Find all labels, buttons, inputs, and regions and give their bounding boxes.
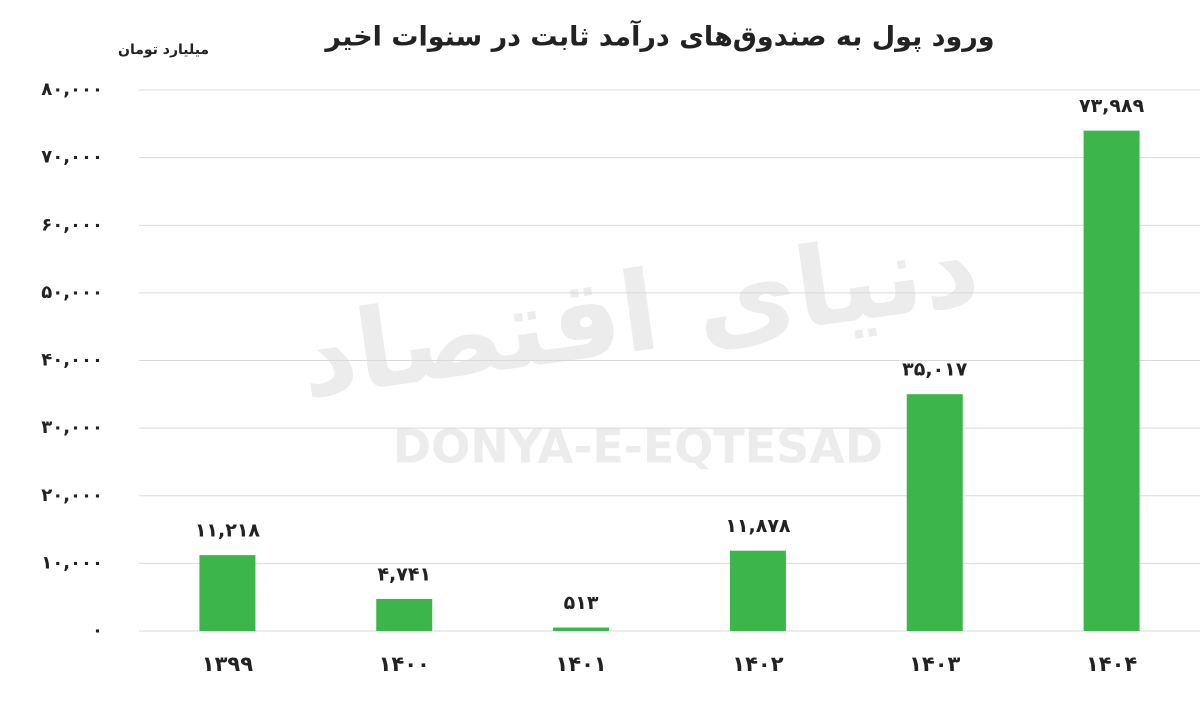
bar bbox=[906, 394, 963, 631]
x-tick-label: ۱۴۰۱ bbox=[555, 652, 606, 676]
y-axis-label: میلیارد تومان bbox=[118, 42, 209, 58]
y-tick-label: ۳۰,۰۰۰ bbox=[41, 417, 103, 438]
bar bbox=[199, 555, 256, 631]
x-tick-label: ۱۴۰۰ bbox=[379, 652, 430, 676]
y-tick-label: ۷۰,۰۰۰ bbox=[41, 147, 103, 168]
y-tick-label: ۲۰,۰۰۰ bbox=[41, 485, 103, 506]
value-label: ۷۳,۹۸۹ bbox=[1079, 95, 1145, 117]
x-tick-label: ۱۴۰۲ bbox=[732, 652, 783, 676]
value-label: ۳۵,۰۱۷ bbox=[902, 359, 968, 381]
bar bbox=[553, 627, 610, 631]
watermark: DONYA-E-EQTESAD bbox=[393, 420, 883, 474]
x-tick-label: ۱۴۰۳ bbox=[909, 652, 960, 676]
y-tick-label: ۸۰,۰۰۰ bbox=[41, 79, 103, 100]
bar bbox=[376, 598, 433, 631]
y-tick-label: ۶۰,۰۰۰ bbox=[41, 214, 103, 235]
y-tick-label: ۴۰,۰۰۰ bbox=[41, 350, 103, 371]
value-label: ۱۱,۸۷۸ bbox=[725, 515, 791, 537]
y-tick-label: ۰ bbox=[92, 620, 103, 641]
x-tick-label: ۱۳۹۹ bbox=[202, 652, 253, 676]
bar bbox=[729, 550, 786, 631]
chart-title: ورود پول به صندوق‌های درآمد ثابت در سنوا… bbox=[323, 20, 994, 53]
y-tick-label: ۵۰,۰۰۰ bbox=[41, 282, 103, 303]
bar bbox=[1083, 130, 1140, 631]
value-label: ۵۱۳ bbox=[564, 592, 599, 614]
value-label: ۴,۷۴۱ bbox=[377, 563, 431, 585]
x-tick-label: ۱۴۰۴ bbox=[1086, 652, 1137, 676]
y-tick-label: ۱۰,۰۰۰ bbox=[41, 552, 103, 573]
value-label: ۱۱,۲۱۸ bbox=[195, 520, 261, 542]
